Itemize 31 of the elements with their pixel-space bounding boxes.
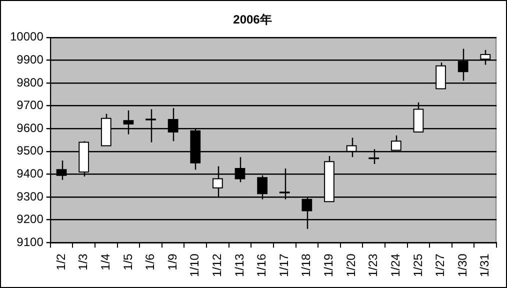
x-tick-label: 1/3: [76, 253, 90, 270]
x-tick-label: 1/24: [388, 253, 402, 278]
x-tick-label: 1/5: [120, 253, 135, 270]
x-tick-label: 1/31: [478, 253, 492, 278]
x-tick-label: 1/17: [276, 253, 291, 278]
x-tick-label: 1/20: [344, 253, 358, 278]
y-tick-label: 9500: [16, 144, 44, 158]
y-tick-label: 9300: [16, 189, 44, 204]
x-tick-label: 1/6: [143, 253, 158, 270]
y-tick-label: 9800: [16, 75, 44, 90]
x-tick-label: 1/19: [322, 253, 336, 278]
y-tick-label: 10000: [10, 30, 44, 44]
x-tick-label: 1/12: [210, 253, 224, 278]
y-tick-label: 9900: [16, 52, 44, 67]
x-tick-label: 1/4: [98, 253, 112, 270]
y-tick-label: 9400: [16, 166, 44, 181]
y-tick-label: 9100: [16, 234, 44, 249]
x-tick-label: 1/30: [455, 253, 470, 278]
y-tick-label: 9700: [16, 98, 44, 112]
chart-title: 2006年: [233, 12, 272, 27]
y-tick-label: 9600: [16, 120, 44, 135]
x-tick-label: 1/10: [188, 253, 202, 278]
x-tick-label: 1/16: [254, 253, 269, 278]
x-tick-label: 1/27: [433, 253, 448, 278]
x-tick-label: 1/18: [299, 253, 314, 278]
y-tick-label: 9200: [16, 212, 44, 226]
x-tick-label: 1/9: [165, 253, 180, 270]
x-tick-label: 1/2: [54, 253, 68, 270]
x-tick-label: 1/23: [366, 253, 380, 278]
x-tick-label: 1/13: [232, 253, 246, 278]
x-tick-label: 1/25: [410, 253, 425, 278]
